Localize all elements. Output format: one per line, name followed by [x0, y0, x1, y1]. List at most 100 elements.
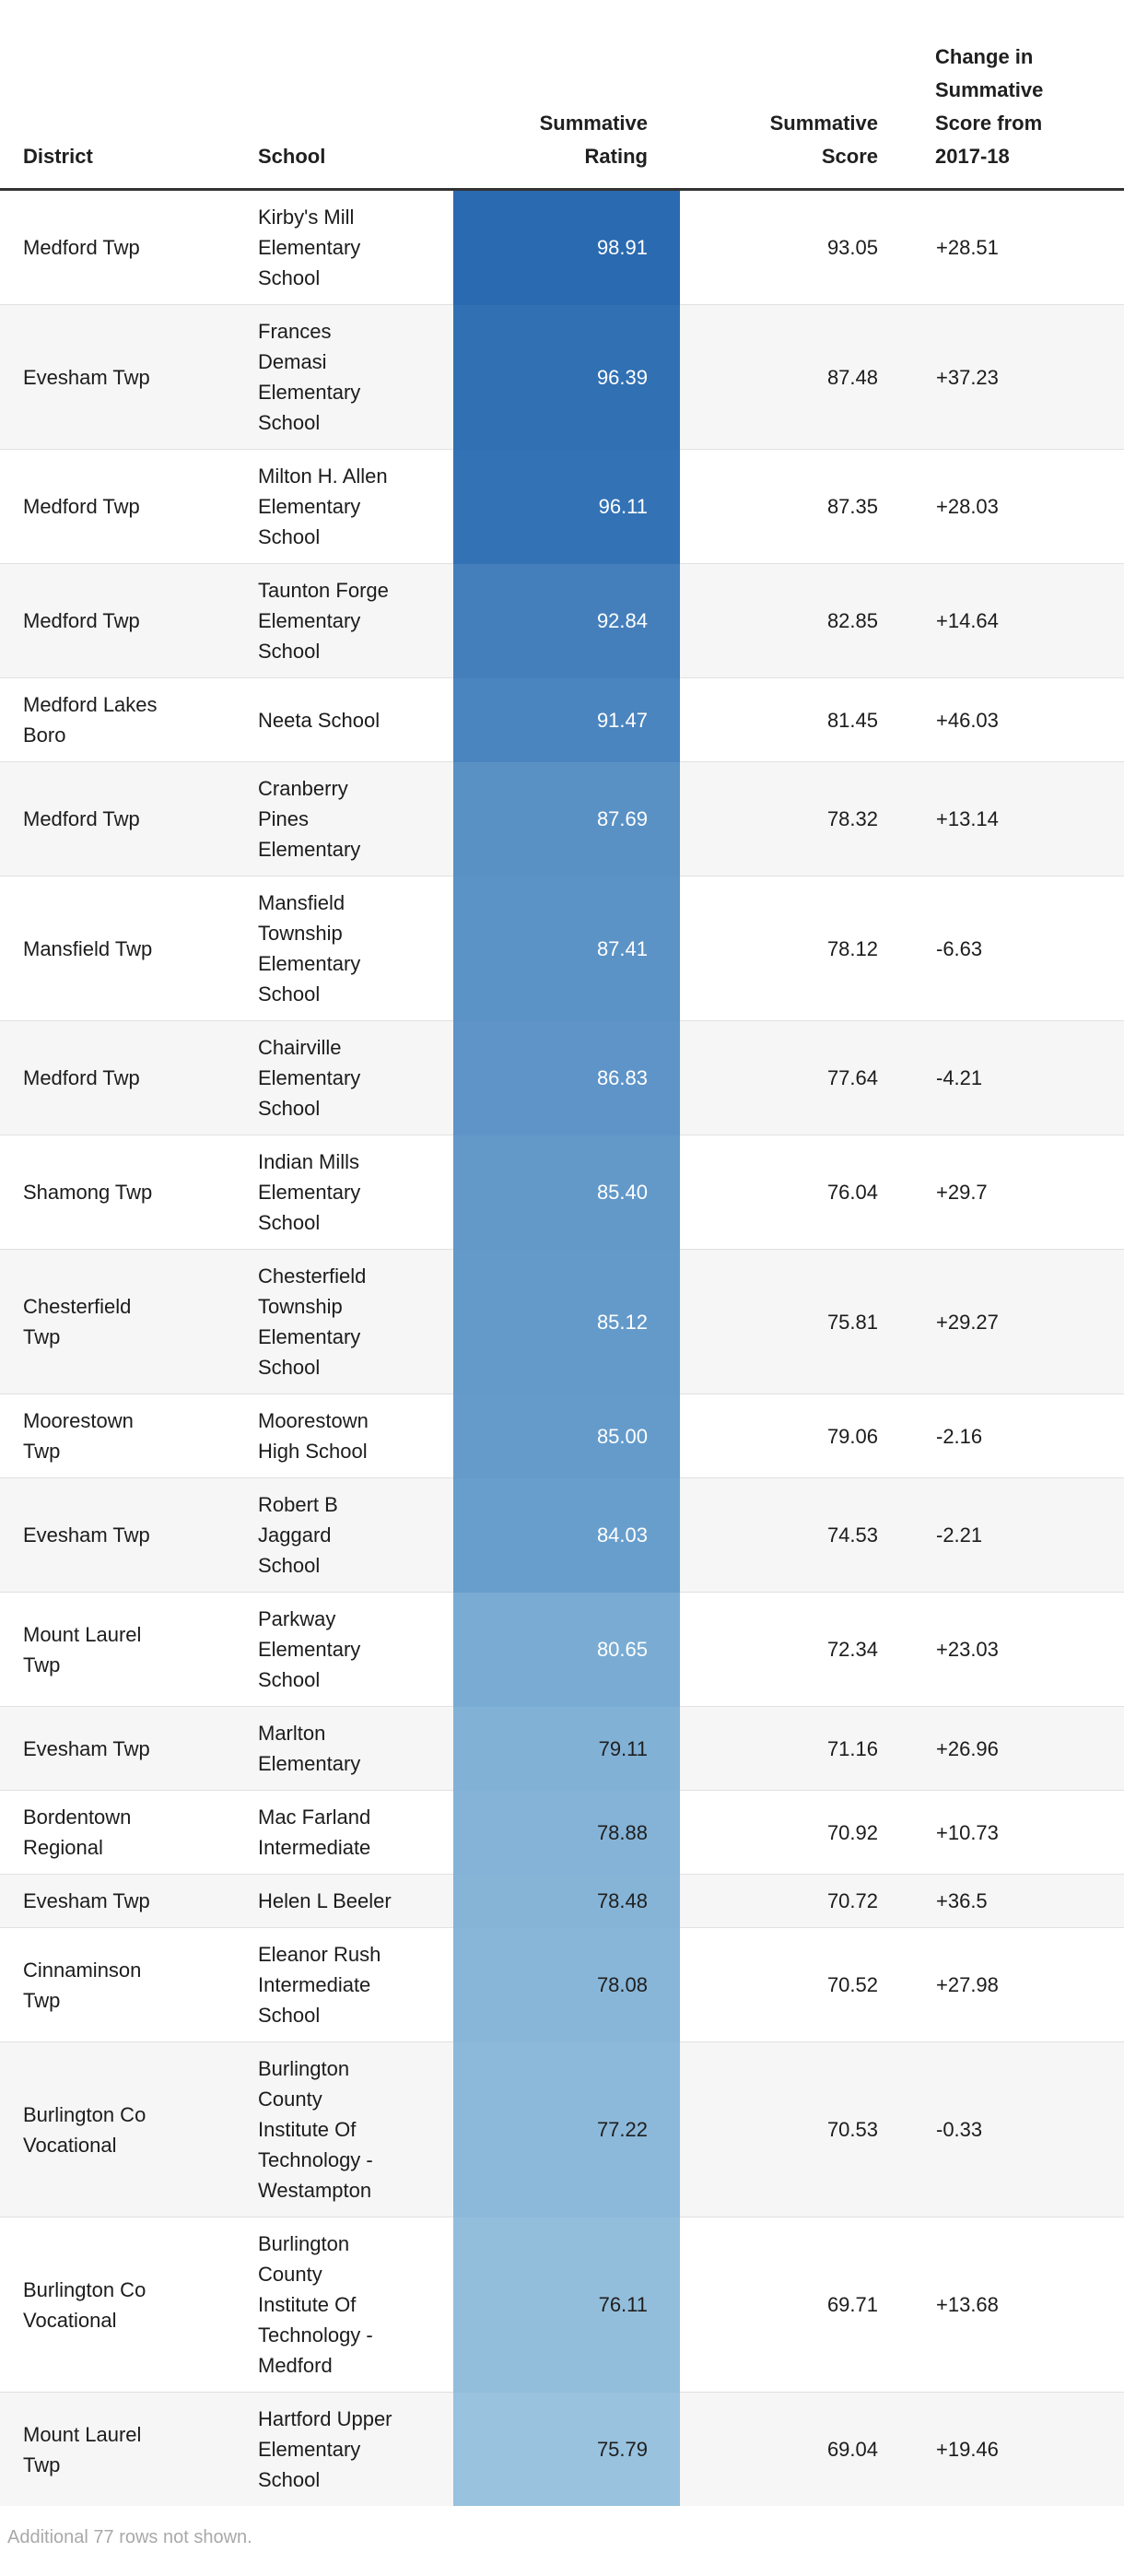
- cell-school: Chesterfield Township Elementary School: [235, 1249, 453, 1394]
- cell-rating: 78.08: [453, 1927, 680, 2042]
- table-row: Medford Twp Kirby's Mill Elementary Schoo…: [0, 189, 1124, 305]
- table-row: Moorestown Twp Moorestown High School 85.0…: [0, 1394, 1124, 1478]
- cell-rating: 98.91: [453, 189, 680, 305]
- cell-score: 78.32: [680, 761, 935, 876]
- cell-rating: 91.47: [453, 677, 680, 762]
- cell-change: +19.46: [935, 2392, 1124, 2506]
- cell-school: Neeta School: [235, 677, 453, 762]
- cell-score: 72.34: [680, 1592, 935, 1707]
- cell-change: +29.7: [935, 1135, 1124, 1250]
- table-header: District School Summative Rating Summati…: [0, 0, 1124, 191]
- cell-district: Medford Twp: [23, 236, 140, 259]
- cell-rating: 79.11: [453, 1706, 680, 1791]
- cell-score: 77.64: [680, 1020, 935, 1135]
- cell-change: +28.03: [935, 449, 1124, 564]
- cell-district: Evesham Twp: [0, 1706, 235, 1791]
- column-header-summative-rating: Summative Rating: [453, 0, 680, 191]
- cell-district: Medford Lakes Boro: [0, 677, 235, 762]
- cell-school: Frances Demasi Elementary School: [235, 304, 453, 450]
- cell-school: Milton H. Allen Elementary School: [235, 449, 453, 564]
- cell-rating: 96.11: [453, 449, 680, 564]
- cell-district: Chesterfield Twp: [0, 1249, 235, 1394]
- cell-change: +37.23: [935, 304, 1124, 450]
- cell-score: 76.04: [680, 1135, 935, 1250]
- cell-school: Kirby's Mill Elementary School: [258, 206, 361, 289]
- cell-district: Evesham Twp: [0, 304, 235, 450]
- table-row: Evesham Twp Helen L Beeler 78.48 70.72 +36.5: [0, 1874, 1124, 1928]
- cell-score: 82.85: [680, 563, 935, 678]
- table-row: Medford Twp Milton H. Allen Elementary Sc…: [0, 449, 1124, 564]
- cell-rating: 96.39: [453, 304, 680, 450]
- cell-change: +10.73: [935, 1790, 1124, 1875]
- header-row: District School Summative Rating Summati…: [0, 0, 1124, 191]
- cell-rating: 78.88: [453, 1790, 680, 1875]
- cell-district: Mansfield Twp: [0, 876, 235, 1021]
- cell-change: +27.98: [935, 1927, 1124, 2042]
- cell-district: Medford Twp: [0, 563, 235, 678]
- cell-rating: 86.83: [453, 1020, 680, 1135]
- cell-rating: 84.03: [453, 1477, 680, 1593]
- cell-school: Burlington County Institute Of Technolog…: [235, 2217, 453, 2393]
- cell-district: Bordentown Regional: [0, 1790, 235, 1875]
- table-row: Burlington Co Vocational Burlington Count…: [0, 2217, 1124, 2393]
- cell-score: 70.92: [680, 1790, 935, 1875]
- cell-rating: 85.40: [453, 1135, 680, 1250]
- cell-district: Moorestown Twp: [0, 1394, 235, 1478]
- footnote: Additional 77 rows not shown.: [7, 2527, 252, 2547]
- table-row: Chesterfield Twp Chesterfield Township El…: [0, 1249, 1124, 1394]
- cell-rating: 80.65: [453, 1592, 680, 1707]
- cell-score: 69.04: [680, 2392, 935, 2506]
- table-body: Medford Twp Kirby's Mill Elementary Schoo…: [0, 189, 1124, 2506]
- cell-district: Mount Laurel Twp: [0, 1592, 235, 1707]
- cell-change: -6.63: [935, 876, 1124, 1021]
- cell-rating: 85.00: [453, 1394, 680, 1478]
- cell-district: Medford Twp: [0, 449, 235, 564]
- table-row: Medford Twp Chairville Elementary School 8…: [0, 1020, 1124, 1135]
- cell-change: -2.16: [935, 1394, 1124, 1478]
- table-row: Evesham Twp Frances Demasi Elementary Sch…: [0, 304, 1124, 450]
- cell-district: Burlington Co Vocational: [0, 2041, 235, 2217]
- cell-school: Mansfield Township Elementary School: [235, 876, 453, 1021]
- column-header-summative-score: Summative Score: [680, 0, 935, 191]
- cell-change: +46.03: [935, 677, 1124, 762]
- cell-district: Medford Twp: [0, 1020, 235, 1135]
- cell-change: +36.5: [935, 1874, 1124, 1928]
- cell-district: Medford Twp: [0, 761, 235, 876]
- cell-school: Taunton Forge Elementary School: [235, 563, 453, 678]
- cell-change: -0.33: [935, 2041, 1124, 2217]
- table-row: Medford Lakes Boro Neeta School 91.47 81.45…: [0, 677, 1124, 762]
- cell-score: 70.72: [680, 1874, 935, 1928]
- table-row: Mount Laurel Twp Parkway Elementary Schoo…: [0, 1592, 1124, 1707]
- table-row: Cinnaminson Twp Eleanor Rush Intermediate…: [0, 1927, 1124, 2042]
- cell-rating: 76.11: [453, 2217, 680, 2393]
- column-header-change: Change in Summative Score from 2017-18: [935, 0, 1124, 191]
- cell-score: 87.35: [680, 449, 935, 564]
- cell-school: Cranberry Pines Elementary: [235, 761, 453, 876]
- cell-district: Shamong Twp: [0, 1135, 235, 1250]
- table-row: Evesham Twp Marlton Elementary 79.11 71.16 +…: [0, 1706, 1124, 1791]
- cell-change: -4.21: [935, 1020, 1124, 1135]
- cell-rating: 87.69: [453, 761, 680, 876]
- cell-change: +14.64: [935, 563, 1124, 678]
- cell-change: +13.68: [935, 2217, 1124, 2393]
- cell-school: Robert B Jaggard School: [235, 1477, 453, 1593]
- table-row: Mount Laurel Twp Hartford Upper Elementar…: [0, 2392, 1124, 2506]
- cell-score: 81.45: [680, 677, 935, 762]
- cell-score: 70.52: [680, 1927, 935, 2042]
- cell-rating: 85.12: [453, 1249, 680, 1394]
- cell-district: Cinnaminson Twp: [0, 1927, 235, 2042]
- cell-district: Burlington Co Vocational: [0, 2217, 235, 2393]
- cell-district: Evesham Twp: [0, 1477, 235, 1593]
- cell-school: Helen L Beeler: [235, 1874, 453, 1928]
- table-row: Evesham Twp Robert B Jaggard School 84.03 7…: [0, 1477, 1124, 1593]
- cell-change: +23.03: [935, 1592, 1124, 1707]
- cell-school: Eleanor Rush Intermediate School: [235, 1927, 453, 2042]
- school-ratings-table: District School Summative Rating Summati…: [0, 0, 1124, 2506]
- cell-change: +26.96: [935, 1706, 1124, 1791]
- table-row: Medford Twp Cranberry Pines Elementary 87.…: [0, 761, 1124, 876]
- cell-district: Evesham Twp: [0, 1874, 235, 1928]
- table-row: Mansfield Twp Mansfield Township Elementa…: [0, 876, 1124, 1021]
- cell-school: Parkway Elementary School: [235, 1592, 453, 1707]
- table-row: Bordentown Regional Mac Farland Intermedi…: [0, 1790, 1124, 1875]
- cell-score: 78.12: [680, 876, 935, 1021]
